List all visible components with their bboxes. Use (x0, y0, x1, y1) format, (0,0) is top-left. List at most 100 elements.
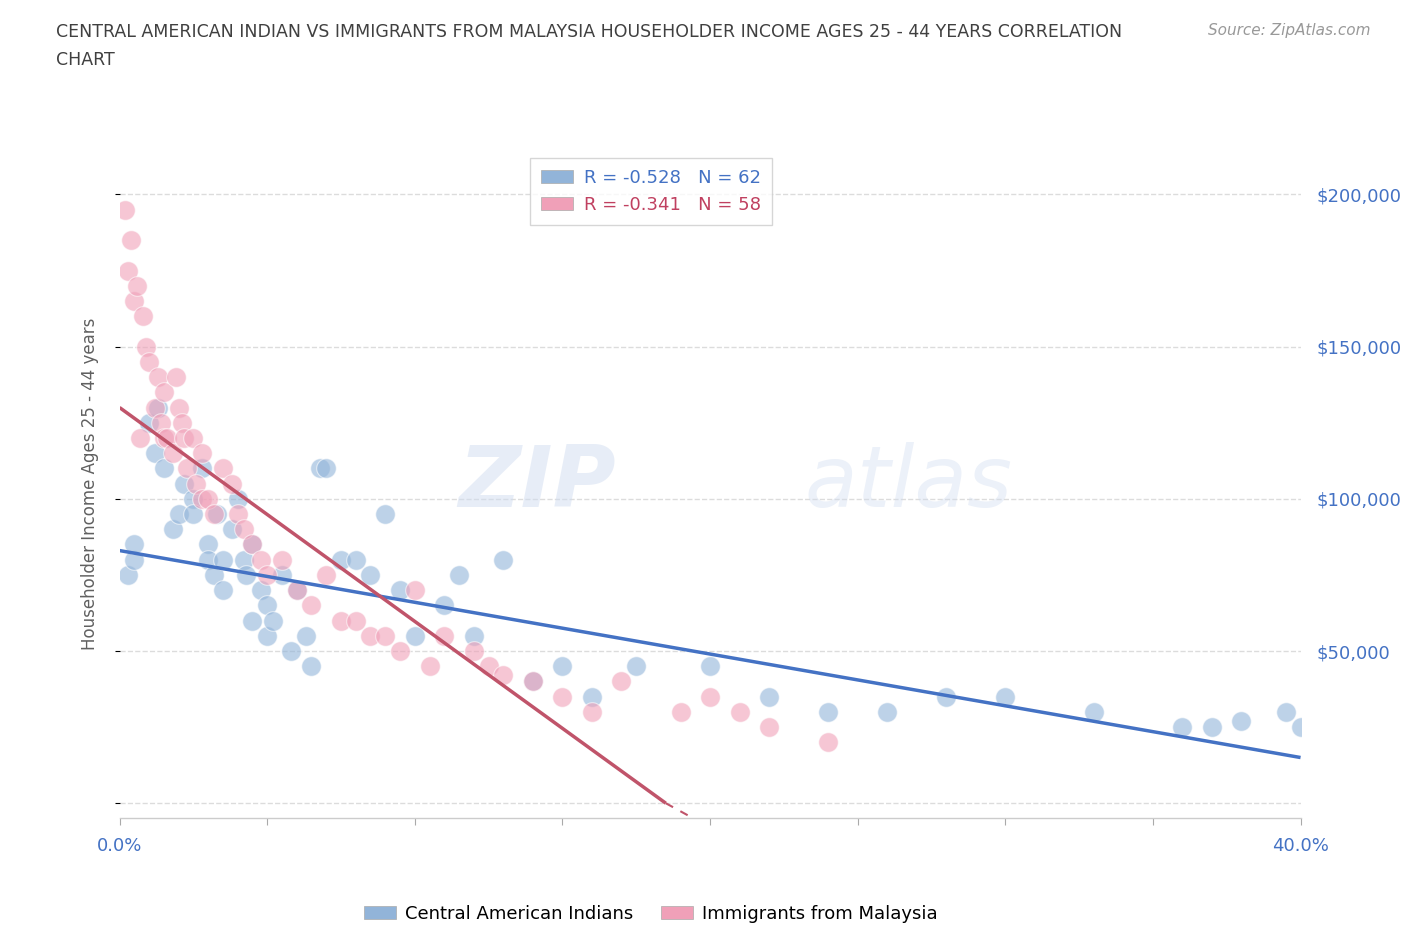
Point (132, 309, 155, 324)
Point (138, 416, 160, 431)
Point (404, 629, 426, 644)
Point (226, 491, 249, 506)
Point (153, 461, 174, 476)
Point (197, 552, 219, 567)
Point (197, 491, 219, 506)
Point (117, 263, 139, 278)
Point (197, 537, 219, 551)
Point (205, 507, 228, 522)
Point (167, 507, 190, 522)
Point (492, 552, 515, 567)
Point (173, 476, 195, 491)
Point (165, 369, 187, 384)
Point (315, 567, 337, 582)
Point (242, 537, 264, 551)
Point (211, 583, 233, 598)
Point (344, 552, 367, 567)
Point (1230, 713, 1253, 728)
Point (176, 461, 198, 476)
Point (183, 507, 205, 522)
Point (551, 689, 574, 704)
Point (242, 537, 264, 551)
Point (183, 491, 205, 506)
Point (250, 583, 273, 598)
Text: CHART: CHART (56, 51, 115, 69)
Point (360, 567, 382, 582)
Point (728, 704, 751, 719)
Point (117, 567, 139, 582)
Point (876, 704, 898, 719)
Point (153, 431, 174, 445)
Point (1083, 704, 1105, 719)
Point (221, 522, 243, 537)
Point (581, 704, 603, 719)
Point (758, 689, 780, 704)
Point (242, 613, 264, 628)
Text: 40.0%: 40.0% (1272, 837, 1329, 855)
Point (624, 658, 647, 673)
Point (124, 294, 146, 309)
Point (433, 598, 456, 613)
Point (256, 598, 278, 613)
Point (143, 445, 166, 460)
Point (1201, 720, 1223, 735)
Point (270, 567, 294, 582)
Point (114, 202, 136, 217)
Point (935, 689, 957, 704)
Point (135, 339, 157, 354)
Point (669, 704, 692, 719)
Y-axis label: Householder Income Ages 25 - 44 years: Householder Income Ages 25 - 44 years (80, 317, 98, 650)
Point (232, 522, 254, 537)
Point (817, 704, 839, 719)
Point (191, 461, 214, 476)
Point (404, 583, 426, 598)
Point (270, 552, 294, 567)
Point (143, 400, 166, 415)
Text: atlas: atlas (804, 442, 1012, 525)
Point (146, 400, 169, 415)
Point (191, 445, 214, 460)
Point (153, 385, 174, 400)
Point (301, 658, 323, 673)
Point (419, 658, 441, 673)
Point (817, 735, 839, 750)
Point (315, 461, 337, 476)
Point (191, 491, 214, 506)
Point (162, 445, 184, 460)
Point (162, 522, 184, 537)
Point (235, 567, 257, 582)
Point (374, 629, 396, 644)
Point (124, 537, 146, 551)
Point (250, 552, 273, 567)
Point (551, 658, 574, 673)
Point (522, 674, 544, 689)
Point (360, 629, 382, 644)
Point (329, 613, 352, 628)
Point (211, 461, 233, 476)
Point (1275, 704, 1298, 719)
Point (202, 507, 225, 522)
Point (124, 552, 146, 567)
Point (581, 689, 603, 704)
Point (463, 644, 485, 658)
Point (463, 629, 485, 644)
Point (167, 400, 190, 415)
Point (344, 613, 367, 628)
Point (226, 507, 249, 522)
Point (329, 552, 352, 567)
Point (138, 354, 160, 369)
Text: 0.0%: 0.0% (97, 837, 142, 855)
Point (156, 431, 179, 445)
Point (285, 583, 308, 598)
Point (280, 644, 302, 658)
Text: Source: ZipAtlas.com: Source: ZipAtlas.com (1208, 23, 1371, 38)
Point (262, 613, 284, 628)
Text: ZIP: ZIP (458, 442, 616, 525)
Point (374, 507, 396, 522)
Point (492, 668, 515, 683)
Point (1289, 720, 1312, 735)
Point (447, 567, 470, 582)
Point (256, 567, 278, 582)
Point (129, 431, 152, 445)
Legend: Central American Indians, Immigrants from Malaysia: Central American Indians, Immigrants fro… (357, 897, 945, 930)
